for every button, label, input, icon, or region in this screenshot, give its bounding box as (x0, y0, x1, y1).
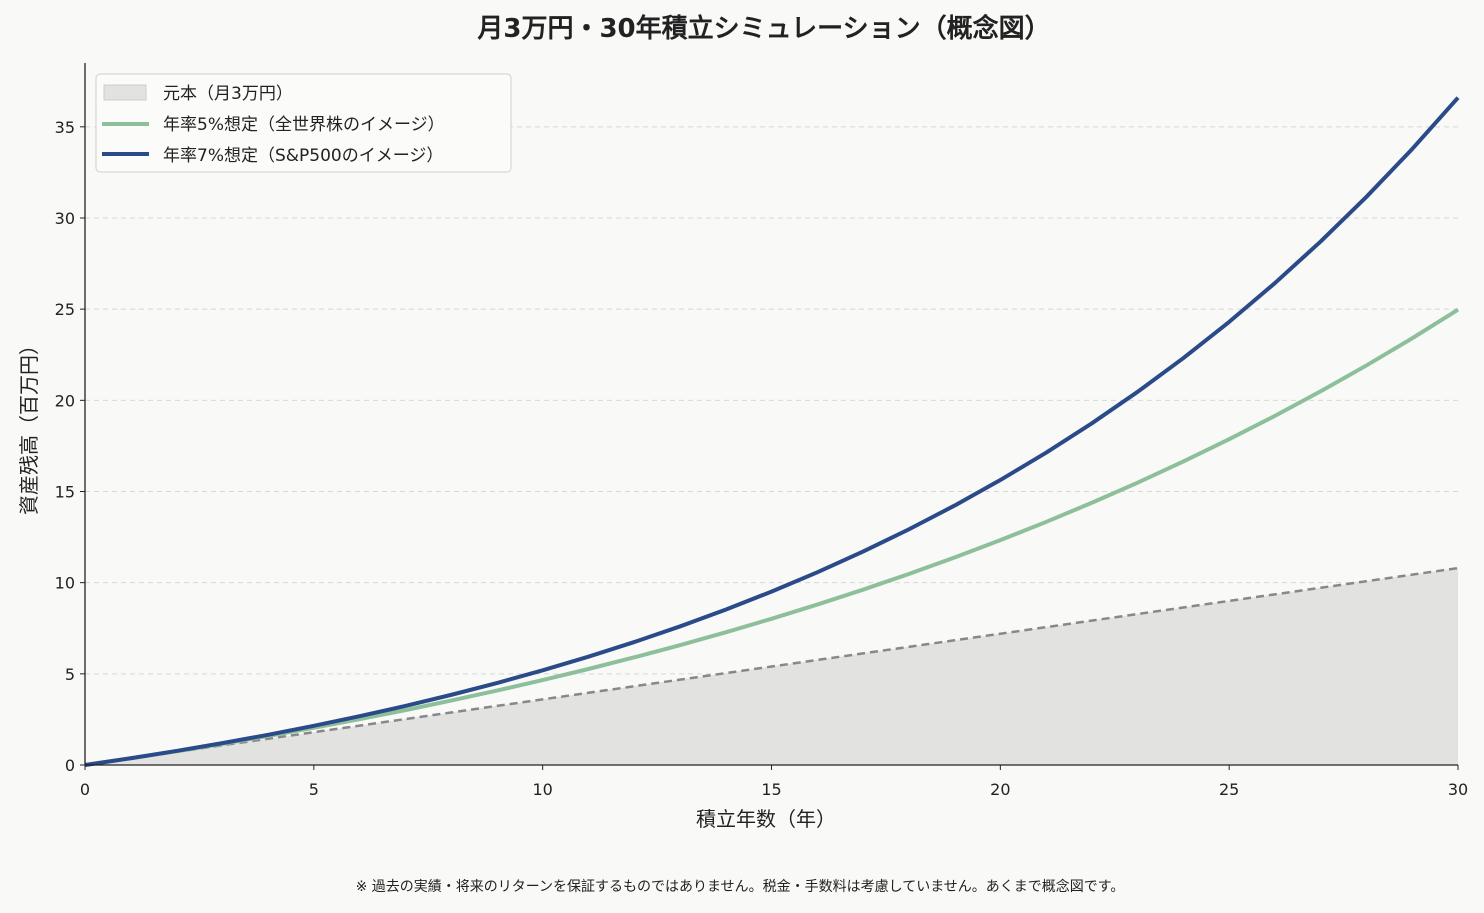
y-tick-label: 25 (55, 300, 75, 319)
legend-label-5pct: 年率5%想定（全世界株のイメージ） (163, 115, 445, 135)
ticks: 0 5 10 15 20 25 30 35 0 5 10 15 20 25 30 (55, 118, 1469, 799)
x-tick-label: 5 (309, 780, 319, 799)
x-axis-label: 積立年数（年） (696, 807, 836, 831)
x-tick-label: 20 (990, 780, 1010, 799)
y-tick-label: 30 (55, 209, 75, 228)
y-axis-label: 資産残高（百万円） (17, 335, 41, 515)
footnote: ※ 過去の実績・将来のリターンを保証するものではありません。税金・手数料は考慮し… (356, 878, 1125, 895)
legend-label-principal: 元本（月3万円） (163, 84, 293, 104)
legend-label-7pct: 年率7%想定（S&P500のイメージ） (163, 146, 443, 166)
principal-line (84, 566, 1459, 767)
y-tick-label: 35 (55, 118, 75, 137)
x-tick-label: 0 (80, 780, 90, 799)
x-tick-label: 10 (532, 780, 552, 799)
legend-swatch-principal (103, 84, 147, 101)
plot-area (84, 96, 1460, 767)
y-tick-label: 0 (65, 756, 75, 775)
x-tick-label: 25 (1219, 780, 1239, 799)
y-tick-label: 20 (55, 391, 75, 410)
x-tick-label: 30 (1448, 780, 1468, 799)
x-tick-label: 15 (761, 780, 781, 799)
chart-title: 月3万円・30年積立シミュレーション（概念図） (476, 13, 1050, 44)
y-tick-label: 10 (55, 574, 75, 593)
legend: 元本（月3万円） 年率5%想定（全世界株のイメージ） 年率7%想定（S&P500… (95, 73, 512, 173)
series-line-2 (84, 96, 1460, 767)
legend-box (95, 73, 512, 173)
y-tick-label: 15 (55, 482, 75, 501)
y-tick-label: 5 (65, 665, 75, 684)
